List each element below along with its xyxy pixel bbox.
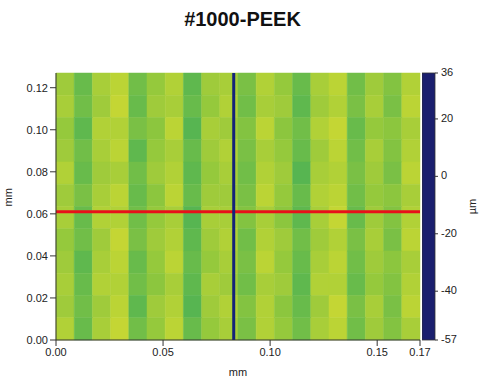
- svg-text:0.12: 0.12: [27, 82, 48, 94]
- svg-text:0.10: 0.10: [27, 124, 48, 136]
- svg-text:0.04: 0.04: [27, 250, 48, 262]
- svg-text:0: 0: [441, 169, 447, 181]
- svg-text:mm: mm: [2, 188, 14, 206]
- svg-text:0.17: 0.17: [409, 346, 430, 358]
- svg-text:-20: -20: [441, 227, 457, 239]
- svg-text:mm: mm: [229, 366, 247, 378]
- svg-text:36: 36: [441, 66, 453, 78]
- svg-text:0.02: 0.02: [27, 292, 48, 304]
- svg-text:0.00: 0.00: [45, 346, 66, 358]
- svg-text:0.08: 0.08: [27, 166, 48, 178]
- svg-text:0.15: 0.15: [366, 346, 387, 358]
- svg-text:0.05: 0.05: [152, 346, 173, 358]
- svg-text:0.06: 0.06: [27, 208, 48, 220]
- html-text:#1000-PEEK: #1000-PEEK: [184, 8, 301, 30]
- svg-text:20: 20: [441, 112, 453, 124]
- svg-text:0.00: 0.00: [27, 334, 48, 346]
- svg-text:µm: µm: [466, 199, 478, 215]
- svg-text:-40: -40: [441, 284, 457, 296]
- svg-text:-57: -57: [441, 333, 457, 345]
- svg-text:0.10: 0.10: [259, 346, 280, 358]
